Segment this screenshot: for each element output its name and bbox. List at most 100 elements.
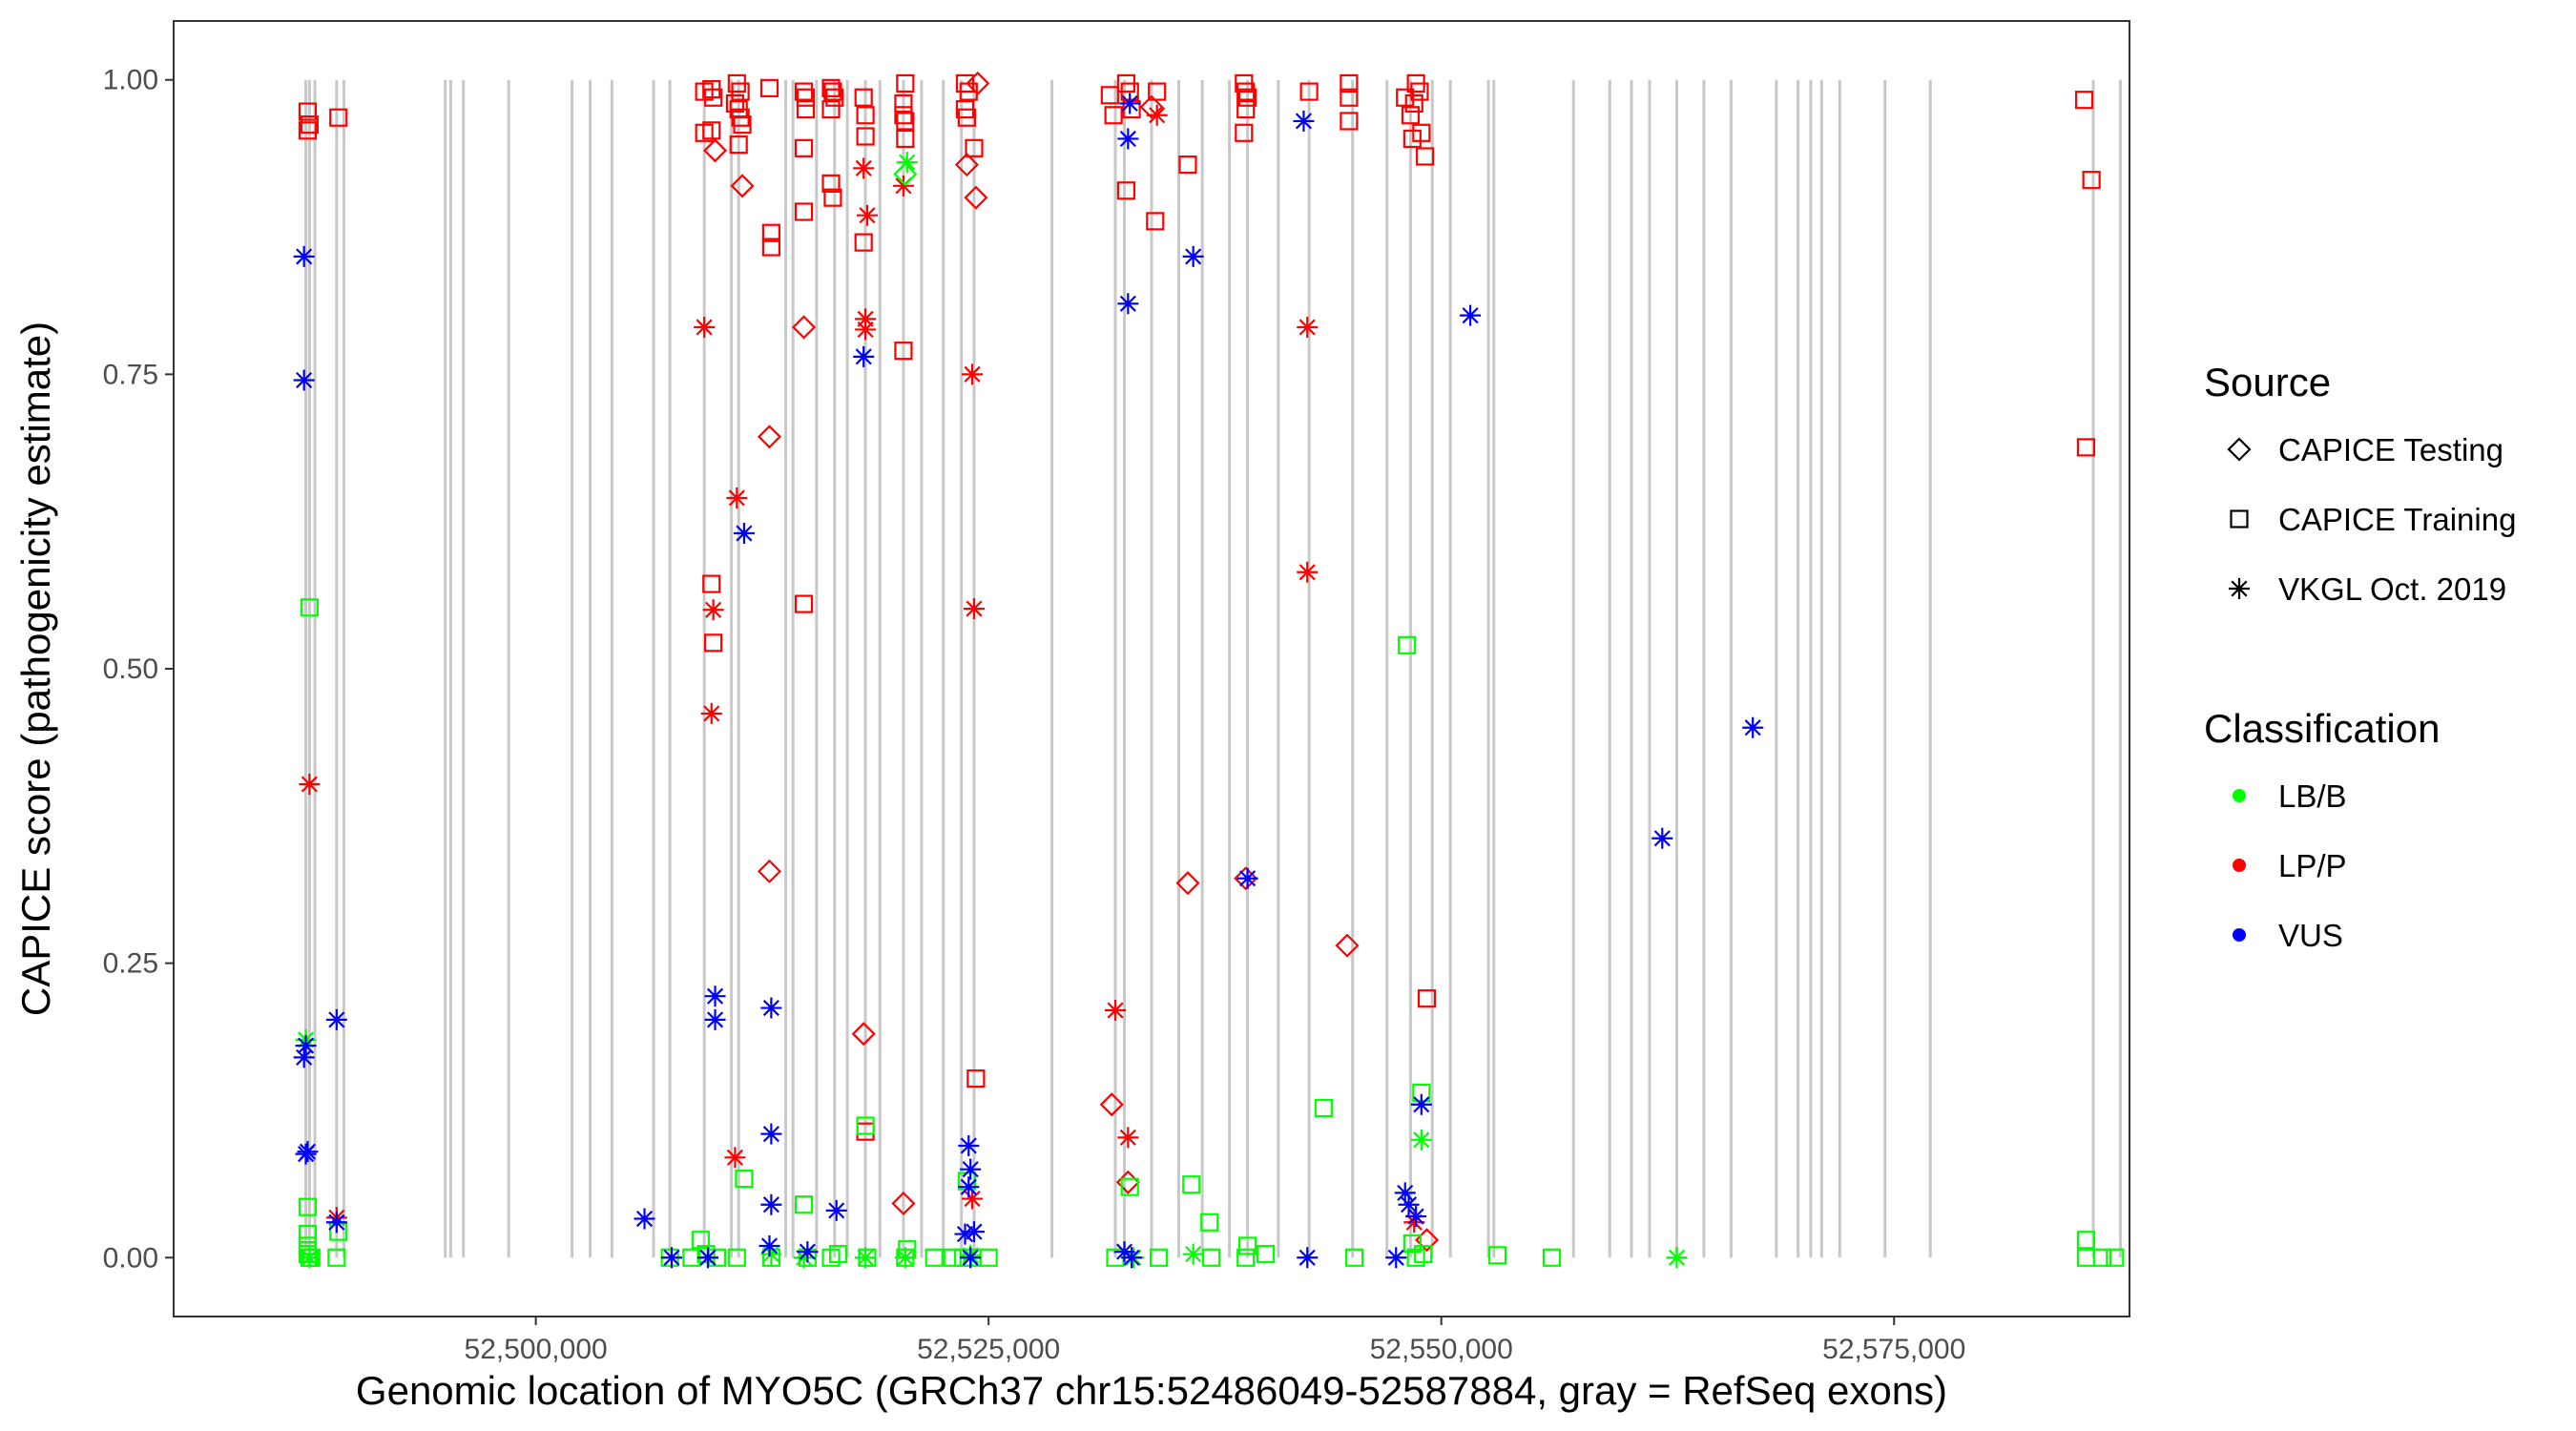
- legend-key-lb-b: [2233, 789, 2246, 802]
- legend-label-vus: VUS: [2278, 918, 2343, 953]
- data-point: [958, 1176, 980, 1198]
- data-point: [704, 985, 726, 1007]
- data-point: [1385, 1247, 1407, 1269]
- data-point: [1236, 867, 1258, 889]
- x-tick-label: 52,575,000: [1822, 1334, 1965, 1365]
- data-point: [853, 345, 875, 367]
- data-point: [298, 1197, 318, 1216]
- data-point: [1238, 88, 1257, 107]
- data-point: [1256, 1244, 1276, 1264]
- data-point: [793, 1247, 815, 1269]
- data-point: [821, 78, 841, 97]
- legend-key-vus: [2233, 928, 2246, 942]
- legend-source-title: Source: [2204, 360, 2331, 404]
- data-points: [293, 71, 2125, 1269]
- data-point: [1236, 1248, 1256, 1267]
- data-point: [729, 135, 748, 155]
- data-point: [892, 175, 914, 197]
- data-point: [1414, 1244, 1433, 1264]
- data-point: [856, 106, 875, 125]
- data-point: [855, 1247, 877, 1269]
- data-point: [896, 129, 915, 149]
- data-point: [856, 204, 878, 226]
- data-point: [896, 73, 915, 93]
- data-point: [794, 138, 814, 157]
- data-point: [924, 1248, 944, 1267]
- x-axis: 52,500,000 52,525,000 52,550,000 52,575,000: [465, 1317, 1965, 1365]
- data-point: [1340, 73, 1359, 93]
- data-point: [2092, 1248, 2112, 1267]
- data-point: [855, 308, 877, 330]
- data-point: [960, 1158, 982, 1180]
- data-point: [761, 238, 780, 257]
- data-point: [794, 202, 814, 221]
- data-point: [1297, 1247, 1319, 1269]
- data-point: [1104, 106, 1123, 125]
- data-point: [1340, 112, 1359, 131]
- data-point: [1402, 129, 1422, 149]
- data-point: [1398, 635, 1417, 654]
- data-point: [855, 319, 877, 341]
- legend-key-testing: [2227, 437, 2252, 462]
- data-point: [963, 1221, 985, 1243]
- data-point: [1410, 82, 1429, 101]
- data-point: [300, 598, 319, 617]
- data-point: [893, 161, 918, 187]
- data-point: [1297, 561, 1319, 583]
- data-point: [295, 1143, 317, 1165]
- data-point: [759, 78, 779, 97]
- data-point: [761, 223, 780, 242]
- x-tick-label: 52,500,000: [465, 1334, 608, 1365]
- data-point: [823, 188, 842, 207]
- x-tick-label: 52,525,000: [917, 1334, 1060, 1365]
- data-point: [1297, 316, 1319, 338]
- data-point: [1116, 181, 1136, 200]
- data-point: [1099, 1092, 1124, 1117]
- data-point: [1105, 1000, 1127, 1022]
- data-point: [327, 1248, 346, 1267]
- data-point: [894, 342, 913, 361]
- y-tick-label: 0.25: [103, 948, 158, 980]
- legend-key-training: [2230, 509, 2249, 529]
- data-point: [704, 88, 723, 107]
- legend-label-training: CAPICE Training: [2278, 502, 2516, 537]
- data-point: [794, 82, 814, 101]
- data-point: [696, 1244, 716, 1264]
- data-point: [726, 487, 748, 508]
- data-point: [1314, 1098, 1333, 1118]
- data-point: [963, 598, 985, 620]
- data-point: [760, 1243, 782, 1265]
- data-point: [1119, 93, 1141, 114]
- exon-lines: [304, 79, 2123, 1258]
- y-tick-label: 0.00: [103, 1242, 158, 1274]
- data-point: [1394, 1182, 1416, 1204]
- data-point: [702, 138, 728, 163]
- data-point: [696, 1247, 718, 1269]
- data-point: [796, 99, 816, 119]
- data-point: [1340, 88, 1359, 107]
- data-point: [1410, 1093, 1432, 1115]
- data-point: [1542, 1248, 1562, 1267]
- data-point: [965, 138, 984, 157]
- data-point: [1402, 1234, 1422, 1254]
- data-point: [760, 1193, 782, 1215]
- data-point: [796, 88, 816, 107]
- data-point: [1202, 1248, 1221, 1267]
- data-point: [962, 1188, 984, 1210]
- data-point: [760, 997, 782, 1019]
- y-tick-label: 0.75: [103, 359, 158, 390]
- data-point: [1293, 110, 1315, 132]
- data-point: [1236, 99, 1256, 119]
- data-point: [1405, 1206, 1427, 1228]
- data-point: [1460, 304, 1482, 326]
- data-point: [896, 112, 915, 131]
- data-point: [725, 93, 745, 114]
- data-point: [300, 115, 319, 135]
- data-point: [1742, 716, 1764, 738]
- data-point: [295, 1035, 317, 1057]
- data-point: [758, 1234, 780, 1256]
- data-point: [954, 1223, 976, 1245]
- data-point: [298, 102, 318, 121]
- data-point: [1398, 1193, 1420, 1215]
